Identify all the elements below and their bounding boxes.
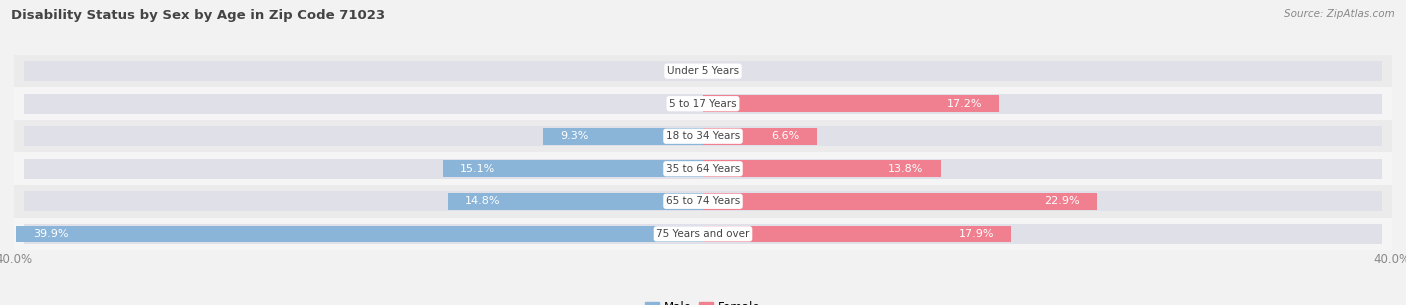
Bar bbox=[24, 224, 1382, 244]
Text: 0.0%: 0.0% bbox=[669, 99, 697, 109]
Bar bbox=[543, 128, 703, 145]
Bar bbox=[443, 160, 703, 177]
Text: 22.9%: 22.9% bbox=[1045, 196, 1080, 206]
Bar bbox=[24, 94, 1382, 114]
Text: 0.0%: 0.0% bbox=[669, 66, 697, 76]
Text: 35 to 64 Years: 35 to 64 Years bbox=[666, 164, 740, 174]
Text: 17.2%: 17.2% bbox=[946, 99, 981, 109]
Legend: Male, Female: Male, Female bbox=[641, 296, 765, 305]
Bar bbox=[14, 88, 1392, 120]
Bar bbox=[703, 193, 1098, 210]
Text: Under 5 Years: Under 5 Years bbox=[666, 66, 740, 76]
Bar bbox=[24, 61, 1382, 81]
Text: 75 Years and over: 75 Years and over bbox=[657, 229, 749, 239]
Text: 5 to 17 Years: 5 to 17 Years bbox=[669, 99, 737, 109]
Bar bbox=[14, 217, 1392, 250]
Bar bbox=[14, 55, 1392, 88]
Bar bbox=[14, 120, 1392, 152]
Text: 6.6%: 6.6% bbox=[772, 131, 800, 141]
Bar bbox=[14, 152, 1392, 185]
Bar bbox=[703, 160, 941, 177]
Text: 65 to 74 Years: 65 to 74 Years bbox=[666, 196, 740, 206]
Bar bbox=[703, 95, 1000, 112]
Text: 17.9%: 17.9% bbox=[959, 229, 994, 239]
Text: 15.1%: 15.1% bbox=[460, 164, 495, 174]
Bar bbox=[24, 191, 1382, 211]
Text: 9.3%: 9.3% bbox=[560, 131, 589, 141]
Bar bbox=[703, 128, 817, 145]
Text: 39.9%: 39.9% bbox=[32, 229, 69, 239]
Text: 14.8%: 14.8% bbox=[465, 196, 501, 206]
Bar bbox=[14, 185, 1392, 217]
Bar bbox=[24, 126, 1382, 146]
Text: 0.0%: 0.0% bbox=[709, 66, 737, 76]
Bar bbox=[15, 226, 703, 242]
Bar bbox=[703, 226, 1011, 242]
Text: 18 to 34 Years: 18 to 34 Years bbox=[666, 131, 740, 141]
Text: Disability Status by Sex by Age in Zip Code 71023: Disability Status by Sex by Age in Zip C… bbox=[11, 9, 385, 22]
Bar bbox=[24, 159, 1382, 179]
Bar bbox=[449, 193, 703, 210]
Text: 13.8%: 13.8% bbox=[889, 164, 924, 174]
Text: Source: ZipAtlas.com: Source: ZipAtlas.com bbox=[1284, 9, 1395, 19]
